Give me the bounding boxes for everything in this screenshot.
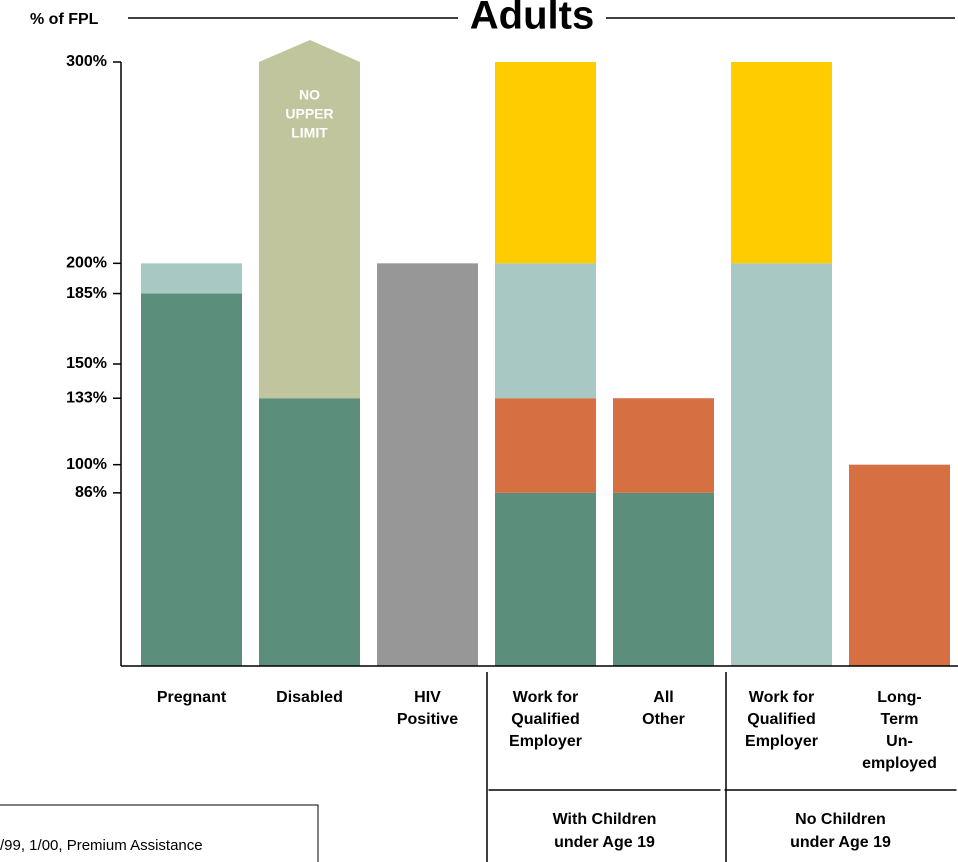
x-tick-label: Employer xyxy=(509,733,582,750)
bar-segment xyxy=(613,492,714,666)
x-tick-label: Qualified xyxy=(511,711,579,728)
y-tick-label: 200% xyxy=(66,255,107,272)
chart-title: Adults xyxy=(470,0,594,38)
y-tick-label: 185% xyxy=(66,285,107,302)
bar-segment xyxy=(849,464,950,666)
group-label: No Children xyxy=(795,811,886,828)
bar-segment xyxy=(141,293,242,666)
x-tick-label: Term xyxy=(881,711,919,728)
x-tick-label: All xyxy=(653,689,673,706)
x-tick-label: Other xyxy=(642,711,685,728)
bar-segment xyxy=(259,398,360,666)
bar-segment xyxy=(495,492,596,666)
x-tick-label: employed xyxy=(862,755,937,772)
annotation: LIMIT xyxy=(291,125,328,141)
annotation: NO xyxy=(299,87,320,103)
open-top-arrow xyxy=(259,40,360,62)
bar-segment xyxy=(731,62,832,264)
x-tick-label: Long- xyxy=(877,689,921,706)
bar-segment xyxy=(495,62,596,264)
x-tick-label: Un- xyxy=(886,733,913,750)
y-tick-label: 300% xyxy=(66,53,107,70)
footnote-box xyxy=(0,804,319,862)
y-tick-label: 86% xyxy=(75,484,107,501)
bar-segment xyxy=(731,263,832,666)
group-label: under Age 19 xyxy=(554,834,655,851)
footnote: /99, 1/00, Premium Assistance xyxy=(0,837,203,854)
y-tick-label: 133% xyxy=(66,389,107,406)
bar-segment xyxy=(377,263,478,666)
bar-segment xyxy=(495,263,596,399)
x-tick-label: Work for xyxy=(749,689,814,706)
x-tick-label: Qualified xyxy=(747,711,815,728)
bar-segment xyxy=(495,398,596,493)
x-tick-label: HIV xyxy=(414,689,441,706)
y-axis-label: % of FPL xyxy=(30,11,99,28)
y-tick-label: 100% xyxy=(66,456,107,473)
x-tick-label: Employer xyxy=(745,733,818,750)
group-label: With Children xyxy=(553,811,657,828)
x-tick-label: Pregnant xyxy=(157,689,227,706)
bar-segment xyxy=(141,263,242,294)
annotation: UPPER xyxy=(285,106,333,122)
bar-segment xyxy=(613,398,714,493)
x-tick-label: Work for xyxy=(513,689,578,706)
x-tick-label: Disabled xyxy=(276,689,343,706)
x-tick-label: Positive xyxy=(397,711,458,728)
group-label: under Age 19 xyxy=(790,834,891,851)
bar-segment xyxy=(259,62,360,399)
y-tick-label: 150% xyxy=(66,355,107,372)
